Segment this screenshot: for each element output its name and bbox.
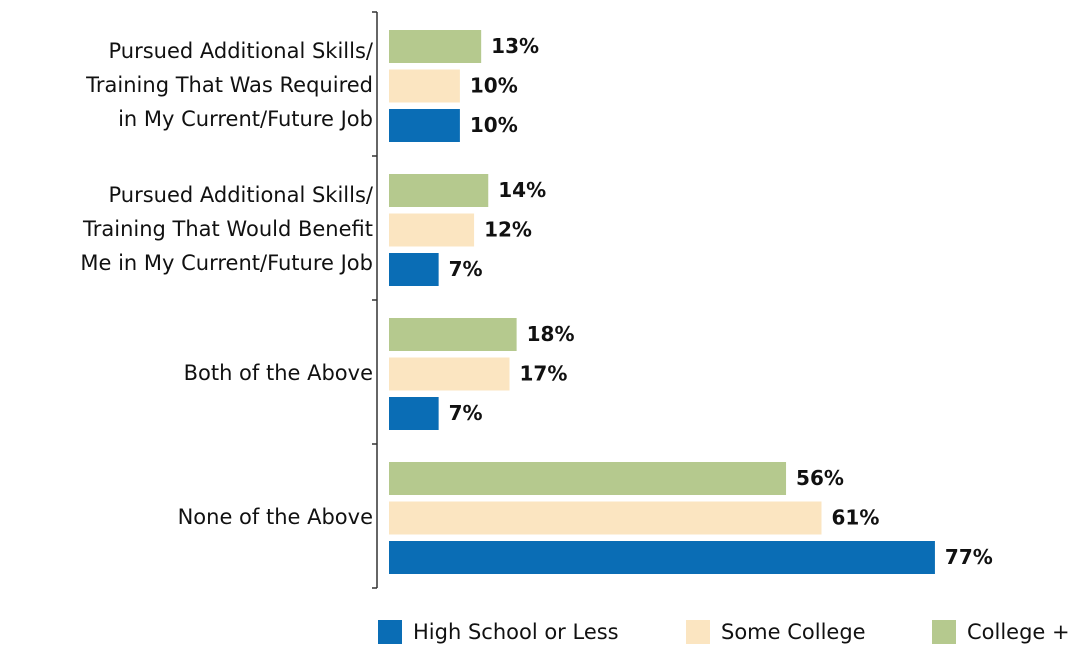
value-label: 7% <box>449 401 483 425</box>
bar <box>389 501 822 535</box>
bar <box>389 462 787 495</box>
bar <box>389 541 935 574</box>
bar <box>389 357 510 391</box>
legend-swatch <box>686 620 710 644</box>
value-label: 17% <box>520 362 568 386</box>
value-label: 10% <box>470 74 518 98</box>
value-label: 14% <box>498 178 546 202</box>
bar <box>389 109 460 142</box>
bar <box>389 30 482 63</box>
legend-swatch <box>932 620 956 644</box>
category-label: Both of the Above <box>184 361 373 385</box>
bar <box>389 213 475 247</box>
bar <box>389 69 460 103</box>
bar <box>389 397 439 430</box>
value-label: 77% <box>945 545 993 569</box>
bar <box>389 253 439 286</box>
category-label: Pursued Additional Skills/Training That … <box>80 183 374 275</box>
bar <box>389 318 517 351</box>
legend-label: College + <box>967 620 1070 644</box>
value-label: 10% <box>470 113 518 137</box>
category-label: None of the Above <box>178 505 373 529</box>
legend-label: High School or Less <box>413 620 619 644</box>
value-label: 7% <box>449 257 483 281</box>
value-label: 13% <box>491 34 539 58</box>
legend-label: Some College <box>721 620 866 644</box>
bar <box>389 174 489 207</box>
value-label: 18% <box>527 322 575 346</box>
value-label: 56% <box>796 466 844 490</box>
value-label: 61% <box>831 506 879 530</box>
legend-swatch <box>378 620 402 644</box>
category-label: Pursued Additional Skills/Training That … <box>85 39 374 131</box>
value-label: 12% <box>484 218 532 242</box>
